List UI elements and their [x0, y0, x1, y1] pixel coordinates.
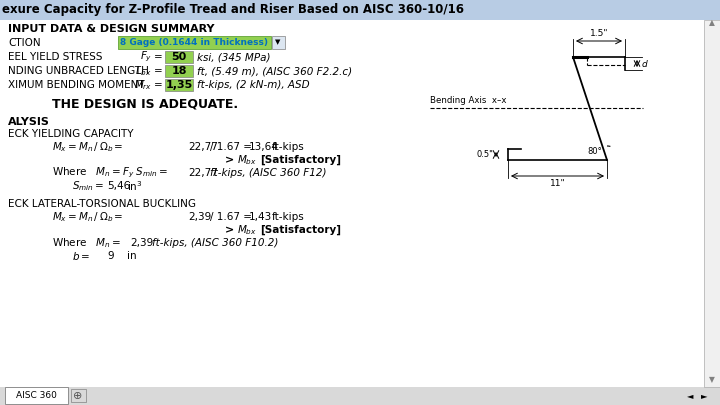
Text: $F_y$: $F_y$ — [140, 50, 152, 64]
Text: Bending Axis  x–x: Bending Axis x–x — [430, 96, 506, 105]
Text: ft-kips, (2 kN-m), ASD: ft-kips, (2 kN-m), ASD — [197, 80, 310, 90]
Text: / 1.67 =: / 1.67 = — [210, 212, 252, 222]
Text: ►: ► — [701, 392, 707, 401]
Text: 22,77: 22,77 — [188, 168, 218, 178]
Text: >: > — [225, 155, 234, 165]
Bar — [0, 0, 720, 20]
Text: $M_{bx}$: $M_{bx}$ — [237, 223, 257, 237]
Text: INPUT DATA & DESIGN SUMMARY: INPUT DATA & DESIGN SUMMARY — [8, 24, 215, 34]
Text: ◄: ◄ — [687, 392, 693, 401]
Text: $d$: $d$ — [641, 58, 649, 69]
Text: Where   $M_n =$: Where $M_n =$ — [52, 236, 121, 250]
Text: $b =$: $b =$ — [72, 250, 90, 262]
Bar — [165, 65, 193, 77]
Text: ft-kips, (AISC 360 F10.2): ft-kips, (AISC 360 F10.2) — [152, 238, 279, 248]
Text: XIMUM BENDING MOMENT: XIMUM BENDING MOMENT — [8, 80, 145, 90]
Bar — [71, 389, 86, 402]
Text: $L_{bx}$: $L_{bx}$ — [135, 64, 152, 78]
Text: =: = — [153, 80, 163, 90]
Bar — [165, 79, 193, 91]
Text: NDING UNBRACED LENGTH: NDING UNBRACED LENGTH — [8, 66, 149, 76]
Text: / 1.67 =: / 1.67 = — [210, 142, 252, 152]
Bar — [165, 51, 193, 63]
Text: Where   $M_n = F_y \; S_{min} =$: Where $M_n = F_y \; S_{min} =$ — [52, 166, 168, 180]
Bar — [704, 20, 720, 387]
Text: THE DESIGN IS ADEQUATE.: THE DESIGN IS ADEQUATE. — [52, 98, 238, 111]
Text: 80°: 80° — [587, 147, 602, 156]
Bar — [118, 36, 271, 49]
Text: [Satisfactory]: [Satisfactory] — [260, 225, 341, 235]
Text: ft-kips: ft-kips — [272, 212, 305, 222]
Bar — [5, 387, 68, 404]
Text: 13,64: 13,64 — [249, 142, 279, 152]
Text: 1.5": 1.5" — [590, 29, 608, 38]
Text: ECK YIELDING CAPACITY: ECK YIELDING CAPACITY — [8, 129, 133, 139]
Text: 5,46: 5,46 — [107, 181, 130, 191]
Text: 2,39: 2,39 — [188, 212, 211, 222]
Text: CTION: CTION — [8, 38, 40, 48]
Text: ft-kips, (AISC 360 F12): ft-kips, (AISC 360 F12) — [210, 168, 326, 178]
Text: $M_{bx}$: $M_{bx}$ — [237, 153, 257, 167]
Text: 50: 50 — [171, 52, 186, 62]
Text: ▼: ▼ — [709, 375, 715, 384]
Text: ft, (5.49 m), (AISC 360 F2.2.c): ft, (5.49 m), (AISC 360 F2.2.c) — [197, 66, 352, 76]
Text: ft-kips: ft-kips — [272, 142, 305, 152]
Text: 9: 9 — [107, 251, 114, 261]
Text: >: > — [225, 225, 234, 235]
Text: ▼: ▼ — [275, 40, 281, 45]
Text: ECK LATERAL-TORSIONAL BUCKLING: ECK LATERAL-TORSIONAL BUCKLING — [8, 199, 196, 209]
Text: 22,77: 22,77 — [188, 142, 218, 152]
Text: 0.5": 0.5" — [476, 150, 493, 159]
Bar — [0, 387, 720, 405]
Text: ALYSIS: ALYSIS — [8, 117, 50, 127]
Text: =: = — [153, 66, 163, 76]
Text: ksi, (345 MPa): ksi, (345 MPa) — [197, 52, 271, 62]
Text: $M_x = M_n \,/\, \Omega_b =$: $M_x = M_n \,/\, \Omega_b =$ — [52, 210, 124, 224]
Text: 1,35: 1,35 — [166, 80, 193, 90]
Text: =: = — [153, 52, 163, 62]
Text: 11": 11" — [549, 179, 565, 188]
Text: $S_{min} =$: $S_{min} =$ — [72, 179, 104, 193]
Text: exure Capacity for Z-Profile Tread and Riser Based on AISC 360-10/16: exure Capacity for Z-Profile Tread and R… — [2, 4, 464, 17]
Text: AISC 360: AISC 360 — [16, 392, 56, 401]
Text: 2,39: 2,39 — [130, 238, 153, 248]
Text: [Satisfactory]: [Satisfactory] — [260, 155, 341, 165]
Text: 8 Gage (0.1644 in Thickness): 8 Gage (0.1644 in Thickness) — [120, 38, 268, 47]
Text: 18: 18 — [171, 66, 186, 76]
Text: ▲: ▲ — [709, 19, 715, 28]
Bar — [272, 36, 285, 49]
Text: EEL YIELD STRESS: EEL YIELD STRESS — [8, 52, 102, 62]
Text: $M_x = M_n \,/\, \Omega_b =$: $M_x = M_n \,/\, \Omega_b =$ — [52, 140, 124, 154]
Text: in: in — [127, 251, 137, 261]
Text: ⊕: ⊕ — [73, 391, 83, 401]
Text: 1,43: 1,43 — [249, 212, 272, 222]
Text: $M_{rx}$: $M_{rx}$ — [134, 78, 152, 92]
Text: in$^3$: in$^3$ — [127, 179, 143, 193]
